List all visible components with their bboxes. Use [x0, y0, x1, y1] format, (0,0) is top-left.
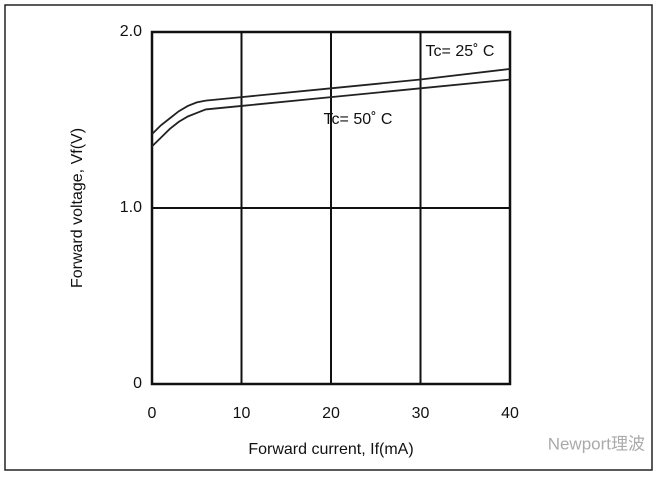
x-tick-label: 20 — [322, 405, 340, 422]
x-tick-label: 40 — [501, 405, 519, 422]
x-axis-label: Forward current, If(mA) — [248, 441, 413, 458]
y-tick-label: 0 — [133, 375, 142, 392]
x-tick-label: 10 — [233, 405, 251, 422]
x-tick-label: 30 — [412, 405, 430, 422]
y-axis-label: Forward voltage, Vf(V) — [69, 128, 86, 288]
x-tick-label: 0 — [148, 405, 157, 422]
line — [151, 78, 511, 148]
y-tick-label: 1.0 — [120, 199, 142, 216]
watermark: Newport理波 — [548, 434, 645, 453]
series-label: Tc= 50˚ C — [324, 111, 393, 128]
series-label: Tc= 25˚ C — [426, 43, 495, 60]
plot-frame — [150, 30, 512, 386]
outer-frame — [4, 4, 653, 471]
line — [151, 68, 511, 135]
y-tick-label: 2.0 — [120, 23, 142, 40]
